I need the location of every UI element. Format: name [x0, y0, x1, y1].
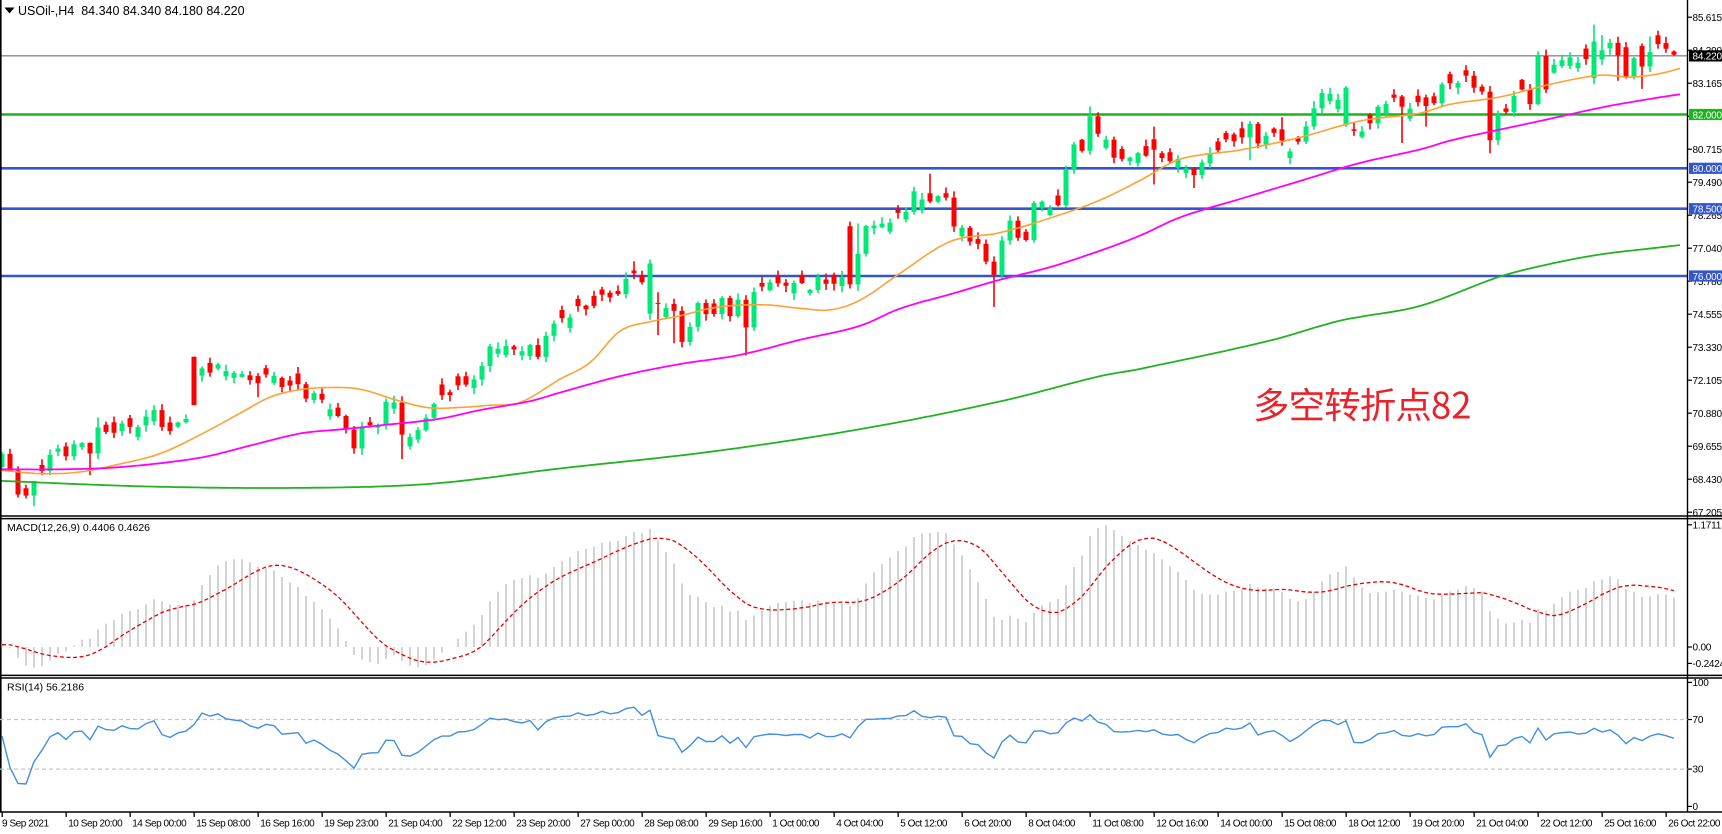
svg-text:21 Oct 04:00: 21 Oct 04:00	[1476, 819, 1529, 830]
svg-text:23 Sep 20:00: 23 Sep 20:00	[516, 819, 571, 830]
svg-text:16 Sep 16:00: 16 Sep 16:00	[260, 819, 315, 830]
svg-text:80.000: 80.000	[1693, 164, 1722, 175]
svg-text:15 Sep 08:00: 15 Sep 08:00	[196, 819, 251, 830]
svg-text:18 Oct 12:00: 18 Oct 12:00	[1348, 819, 1401, 830]
svg-text:9 Sep 2021: 9 Sep 2021	[2, 819, 50, 830]
svg-text:78.500: 78.500	[1693, 205, 1722, 216]
svg-text:21 Sep 04:00: 21 Sep 04:00	[388, 819, 443, 830]
svg-text:-0.2424: -0.2424	[1693, 659, 1722, 670]
svg-text:76.000: 76.000	[1693, 272, 1722, 283]
svg-text:4 Oct 04:00: 4 Oct 04:00	[836, 819, 884, 830]
svg-text:82.000: 82.000	[1693, 110, 1722, 121]
svg-text:0.00: 0.00	[1693, 643, 1712, 654]
svg-text:6 Oct 20:00: 6 Oct 20:00	[964, 819, 1012, 830]
svg-text:19 Oct 20:00: 19 Oct 20:00	[1412, 819, 1465, 830]
svg-text:74.555: 74.555	[1693, 310, 1722, 321]
svg-text:78.265: 78.265	[1693, 211, 1722, 222]
svg-text:27 Sep 00:00: 27 Sep 00:00	[580, 819, 635, 830]
svg-text:19 Sep 23:00: 19 Sep 23:00	[324, 819, 379, 830]
svg-text:28 Sep 08:00: 28 Sep 08:00	[644, 819, 699, 830]
svg-text:15 Oct 08:00: 15 Oct 08:00	[1284, 819, 1337, 830]
svg-text:0: 0	[1693, 802, 1699, 813]
svg-text:USOil-,H4 84.340 84.340 84.18: USOil-,H4 84.340 84.340 84.180 84.220	[18, 4, 245, 18]
svg-text:75.780: 75.780	[1693, 277, 1722, 288]
svg-text:100: 100	[1693, 678, 1710, 689]
svg-text:79.490: 79.490	[1693, 178, 1722, 189]
svg-text:72.105: 72.105	[1693, 376, 1722, 387]
svg-text:68.430: 68.430	[1693, 475, 1722, 486]
svg-text:70.880: 70.880	[1693, 409, 1722, 420]
svg-text:83.165: 83.165	[1693, 79, 1722, 90]
svg-text:73.330: 73.330	[1693, 343, 1722, 354]
svg-text:11 Oct 08:00: 11 Oct 08:00	[1092, 819, 1144, 830]
svg-text:85.615: 85.615	[1693, 13, 1722, 24]
svg-text:29 Sep 16:00: 29 Sep 16:00	[708, 819, 763, 830]
svg-text:10 Sep 20:00: 10 Sep 20:00	[68, 819, 123, 830]
svg-text:77.040: 77.040	[1693, 244, 1722, 255]
svg-text:1 Oct 00:00: 1 Oct 00:00	[772, 819, 820, 830]
svg-text:67.205: 67.205	[1693, 508, 1722, 519]
svg-text:25 Oct 16:00: 25 Oct 16:00	[1604, 819, 1657, 830]
svg-text:8 Oct 04:00: 8 Oct 04:00	[1028, 819, 1076, 830]
svg-text:30: 30	[1693, 765, 1704, 776]
svg-text:80.715: 80.715	[1693, 145, 1722, 156]
svg-text:14 Oct 00:00: 14 Oct 00:00	[1220, 819, 1273, 830]
svg-text:70: 70	[1693, 715, 1704, 726]
svg-text:RSI(14) 56.2186: RSI(14) 56.2186	[7, 682, 84, 694]
svg-text:84.220: 84.220	[1693, 52, 1722, 63]
svg-text:12 Oct 16:00: 12 Oct 16:00	[1156, 819, 1209, 830]
svg-text:MACD(12,26,9) 0.4406 0.4626: MACD(12,26,9) 0.4406 0.4626	[7, 522, 150, 534]
svg-text:22 Oct 12:00: 22 Oct 12:00	[1540, 819, 1593, 830]
svg-text:69.655: 69.655	[1693, 442, 1722, 453]
svg-text:22 Sep 12:00: 22 Sep 12:00	[452, 819, 507, 830]
svg-text:1.1711: 1.1711	[1693, 520, 1722, 531]
svg-text:5 Oct 12:00: 5 Oct 12:00	[900, 819, 948, 830]
svg-text:14 Sep 00:00: 14 Sep 00:00	[132, 819, 187, 830]
svg-text:26 Oct 22:00: 26 Oct 22:00	[1668, 819, 1721, 830]
